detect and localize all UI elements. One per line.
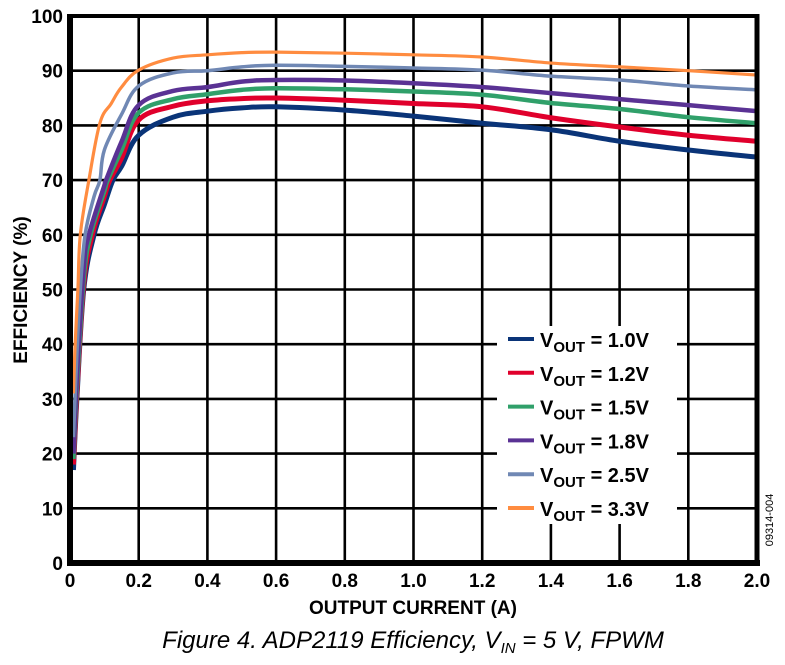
legend-item: VOUT = 3.3V xyxy=(508,499,650,525)
plot-frame xyxy=(67,14,760,566)
legend-item: VOUT = 1.2V xyxy=(508,364,650,390)
legend-item: VOUT = 1.8V xyxy=(508,431,650,457)
legend-label-main: V xyxy=(540,431,554,453)
figure-caption: Figure 4. ADP2119 Efficiency, VIN = 5 V,… xyxy=(162,627,664,657)
y-axis-title: EFFICIENCY (%) xyxy=(11,216,32,363)
legend-label-value: = 1.5V xyxy=(585,398,650,420)
figure-id: 09314-004 xyxy=(764,494,776,547)
legend-item: VOUT = 2.5V xyxy=(508,465,650,491)
x-tick-labels: 0 0.2 0.4 0.6 0.8 1.0 1.2 1.4 1.6 1.8 2.0 xyxy=(65,571,771,592)
series-line-3-3v xyxy=(71,50,758,394)
legend-label: VOUT = 1.2V xyxy=(540,364,650,390)
series-lines xyxy=(70,50,758,471)
y-tick-label: 90 xyxy=(42,62,63,83)
legend-label-value: = 2.5V xyxy=(585,465,650,487)
legend-label-sub: OUT xyxy=(553,440,585,457)
legend-label: VOUT = 1.8V xyxy=(540,431,650,457)
legend-label-value: = 1.2V xyxy=(585,364,650,386)
x-tick-label: 1.4 xyxy=(538,571,565,592)
x-tick-label: 0.2 xyxy=(125,571,151,592)
caption-subscript: IN xyxy=(501,640,516,657)
legend-label: VOUT = 2.5V xyxy=(540,465,650,491)
y-tick-label: 20 xyxy=(42,445,63,466)
series-line-2-5v xyxy=(71,63,758,438)
series-line-1-8v xyxy=(71,77,758,454)
y-tick-label: 100 xyxy=(31,7,63,28)
legend-label: VOUT = 1.0V xyxy=(540,330,650,356)
legend-label-main: V xyxy=(540,465,554,487)
y-tick-label: 10 xyxy=(42,499,63,520)
legend-label-value: = 3.3V xyxy=(585,499,650,521)
legend-label-main: V xyxy=(540,398,554,420)
y-tick-label: 70 xyxy=(42,171,63,192)
x-tick-label: 1.2 xyxy=(469,571,495,592)
legend-label-value: = 1.8V xyxy=(585,431,650,453)
x-tick-label: 0.4 xyxy=(194,571,221,592)
legend-item: VOUT = 1.0V xyxy=(508,330,650,356)
x-tick-label: 0.6 xyxy=(263,571,289,592)
y-tick-label: 60 xyxy=(42,226,63,247)
x-tick-label: 0 xyxy=(65,571,76,592)
legend-box xyxy=(497,326,677,524)
legend-label-value: = 1.0V xyxy=(585,330,650,352)
y-tick-label: 50 xyxy=(42,281,63,302)
legend-label-sub: OUT xyxy=(553,373,585,390)
legend-label-sub: OUT xyxy=(553,474,585,491)
caption-prefix: Figure 4. ADP2119 Efficiency, V xyxy=(162,627,502,654)
legend-label-main: V xyxy=(540,330,554,352)
x-tick-label: 1.6 xyxy=(606,571,632,592)
legend-label-sub: OUT xyxy=(553,508,585,525)
x-tick-label: 1.0 xyxy=(400,571,426,592)
legend-label-main: V xyxy=(540,364,554,386)
y-tick-label: 80 xyxy=(42,116,63,137)
legend-label: VOUT = 1.5V xyxy=(540,398,650,424)
y-tick-label: 30 xyxy=(42,390,63,411)
legend-label-sub: OUT xyxy=(553,339,585,356)
y-tick-label: 0 xyxy=(52,554,63,575)
x-tick-label: 2.0 xyxy=(744,571,770,592)
legend-label-main: V xyxy=(540,499,554,521)
x-tick-label: 1.8 xyxy=(675,571,701,592)
x-tick-label: 0.8 xyxy=(332,571,358,592)
caption-suffix: = 5 V, FPWM xyxy=(516,627,664,654)
y-tick-labels: 0 10 20 30 40 50 60 70 80 90 100 xyxy=(31,7,63,575)
legend-item: VOUT = 1.5V xyxy=(508,398,650,424)
legend-label: VOUT = 3.3V xyxy=(540,499,650,525)
legend-label-sub: OUT xyxy=(553,407,585,424)
x-axis-title: OUTPUT CURRENT (A) xyxy=(309,598,517,619)
y-tick-label: 40 xyxy=(42,335,63,356)
